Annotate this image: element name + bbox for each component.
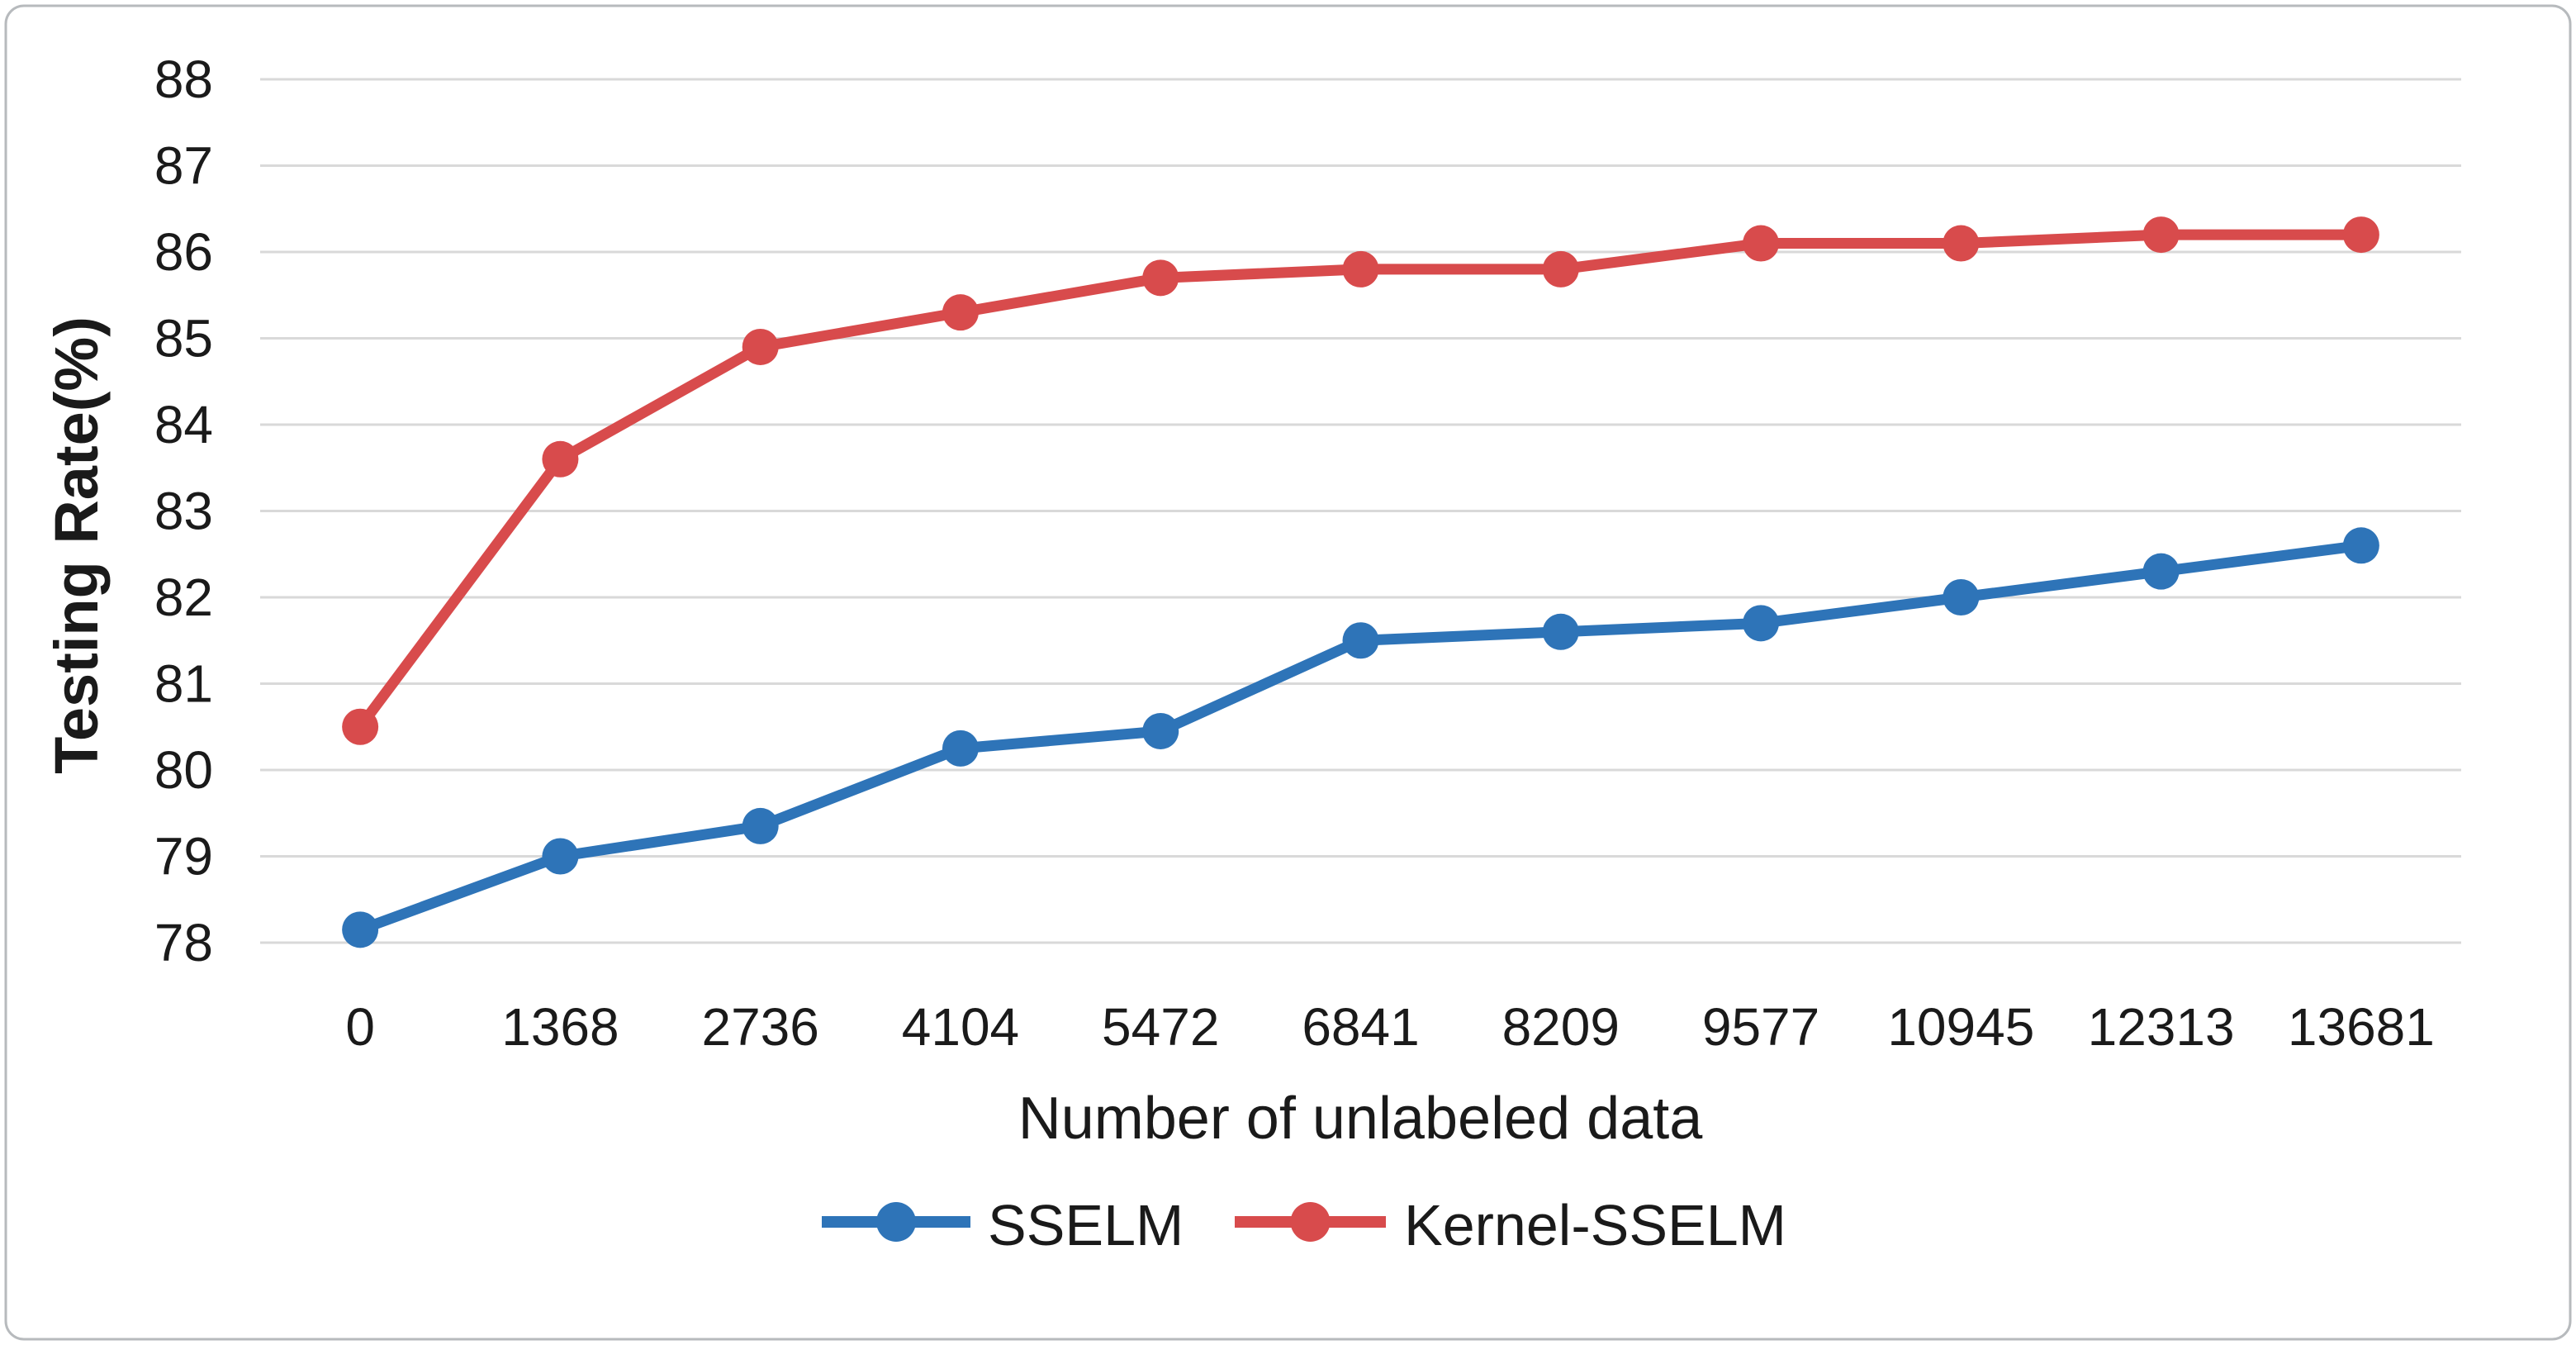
y-axis-tick-labels: 78 79 80 81 82 83 84 85 86 87 88 [154,50,213,972]
data-point-kernel-sselm [342,708,379,745]
y-tick-label: 86 [154,222,213,282]
y-tick-label: 81 [154,654,213,714]
legend-label-kernel-sselm: Kernel-SSELM [1404,1193,1786,1257]
x-axis-title: Number of unlabeled data [1018,1086,1704,1152]
data-point-sselm [742,807,779,844]
y-tick-label: 83 [154,482,213,541]
data-point-sselm [1943,579,1980,615]
x-axis-tick-labels: 0 1368 2736 4104 5472 6841 8209 9577 10945 12313 1… [345,997,2435,1057]
x-tick-label: 9577 [1702,997,1819,1057]
series-plots [342,216,2379,948]
legend-marker-sselm [876,1202,916,1242]
y-tick-label: 87 [154,136,213,196]
legend-label-sselm: SSELM [988,1193,1184,1257]
data-point-kernel-sselm [542,440,579,478]
data-point-sselm [2142,553,2180,590]
data-point-kernel-sselm [1542,250,1579,288]
x-tick-label: 1368 [501,997,619,1057]
data-point-sselm [542,838,579,875]
y-tick-label: 78 [154,913,213,972]
data-point-kernel-sselm [1142,259,1179,297]
data-point-sselm [1142,712,1179,749]
x-tick-label: 5472 [1102,997,1219,1057]
data-point-kernel-sselm [942,294,979,331]
y-tick-label: 85 [154,309,213,368]
y-axis-title: Testing Rate(%) [42,316,111,774]
y-tick-label: 88 [154,50,213,109]
data-point-sselm [2342,527,2379,564]
data-point-kernel-sselm [1943,225,1980,262]
data-point-kernel-sselm [1743,225,1780,262]
x-tick-label: 12313 [2088,997,2235,1057]
gridlines [260,78,2461,944]
data-point-sselm [942,730,979,767]
legend: SSELM Kernel-SSELM [822,1193,1786,1257]
data-point-sselm [1743,605,1780,642]
data-point-sselm [342,911,379,948]
y-tick-label: 84 [154,395,213,454]
data-point-kernel-sselm [2142,216,2180,254]
legend-marker-kernel-sselm [1290,1202,1331,1242]
x-tick-label: 13681 [2288,997,2435,1057]
data-point-sselm [1342,622,1379,659]
x-tick-label: 6841 [1302,997,1419,1057]
y-tick-label: 79 [154,827,213,886]
x-tick-label: 10945 [1887,997,2034,1057]
x-tick-label: 4104 [902,997,1019,1057]
x-tick-label: 0 [345,997,375,1057]
data-point-kernel-sselm [742,328,779,365]
data-point-sselm [1542,613,1579,650]
data-point-kernel-sselm [2342,216,2379,254]
y-tick-label: 82 [154,568,213,627]
data-point-kernel-sselm [1342,250,1379,288]
x-tick-label: 8209 [1502,997,1620,1057]
y-tick-label: 80 [154,740,213,800]
x-tick-label: 2736 [701,997,818,1057]
